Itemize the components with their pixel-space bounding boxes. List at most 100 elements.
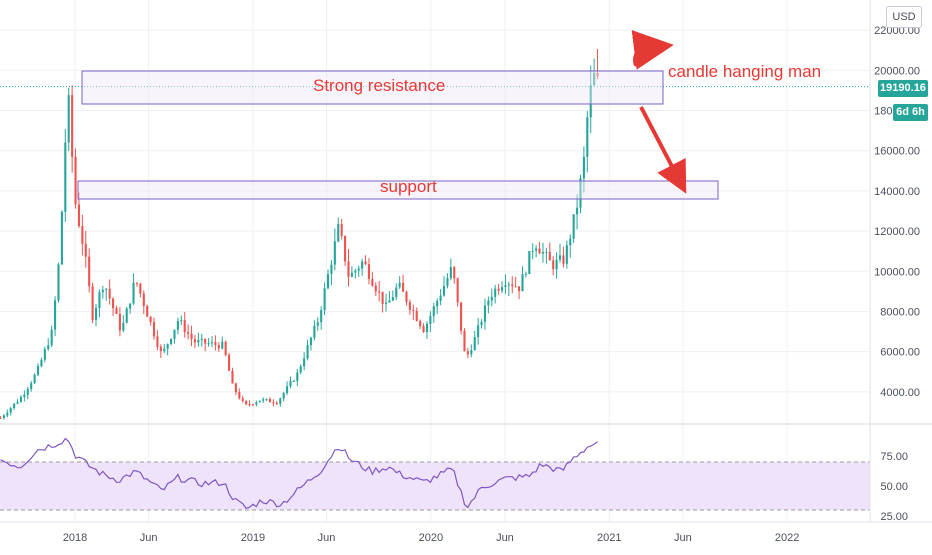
candle-body[interactable] [224, 341, 227, 355]
candle-body[interactable] [71, 95, 74, 157]
candle-body[interactable] [180, 320, 183, 322]
candle-body[interactable] [579, 178, 582, 208]
candle-body[interactable] [309, 337, 313, 346]
candle-body[interactable] [388, 300, 391, 303]
candle-body[interactable] [333, 241, 336, 265]
candle-body[interactable] [190, 333, 193, 340]
candle-body[interactable] [112, 298, 115, 309]
candle-body[interactable] [170, 338, 173, 345]
candle-body[interactable] [292, 380, 295, 382]
candle-body[interactable] [326, 274, 330, 289]
candle-body[interactable] [330, 264, 333, 275]
candle-body[interactable] [197, 340, 200, 343]
candle-body[interactable] [589, 85, 592, 118]
candle-body[interactable] [460, 302, 463, 331]
candle-body[interactable] [511, 284, 514, 287]
candle-body[interactable] [415, 310, 418, 321]
candle-body[interactable] [593, 72, 596, 86]
candle-body[interactable] [16, 401, 19, 404]
candle-body[interactable] [384, 302, 388, 305]
candle-body[interactable] [565, 245, 568, 264]
candle-body[interactable] [108, 288, 111, 299]
candle-body[interactable] [214, 342, 217, 346]
candle-body[interactable] [555, 259, 558, 270]
candle-body[interactable] [101, 289, 104, 293]
candle-body[interactable] [272, 402, 275, 404]
candle-body[interactable] [381, 291, 384, 305]
candle-body[interactable] [204, 338, 207, 344]
candle-body[interactable] [320, 310, 323, 323]
candle-body[interactable] [176, 321, 179, 330]
candle-body[interactable] [545, 251, 548, 253]
candle-body[interactable] [316, 322, 319, 326]
candle-body[interactable] [187, 332, 190, 334]
candle-body[interactable] [228, 354, 231, 371]
candle-body[interactable] [23, 394, 26, 398]
candle-body[interactable] [173, 329, 176, 339]
candle-body[interactable] [286, 386, 289, 394]
candle-body[interactable] [596, 72, 599, 77]
candle-body[interactable] [50, 329, 53, 346]
candle-body[interactable] [231, 370, 234, 384]
candle-body[interactable] [54, 300, 57, 330]
candle-body[interactable] [139, 283, 142, 294]
candle-body[interactable] [429, 315, 432, 324]
candle-body[interactable] [6, 412, 9, 416]
candle-body[interactable] [105, 288, 108, 290]
candle-body[interactable] [207, 343, 210, 345]
rsi-pane[interactable] [0, 423, 932, 511]
candle-body[interactable] [47, 345, 50, 350]
candle-body[interactable] [255, 402, 258, 405]
price-pane[interactable] [0, 49, 870, 420]
candle-body[interactable] [576, 207, 579, 215]
candle-body[interactable] [248, 404, 251, 406]
candle-body[interactable] [473, 337, 476, 351]
candle-body[interactable] [156, 336, 159, 347]
candle-body[interactable] [357, 268, 360, 271]
candle-body[interactable] [43, 349, 46, 360]
candle-body[interactable] [303, 358, 306, 367]
candle-body[interactable] [146, 306, 149, 317]
candle-body[interactable] [538, 248, 541, 254]
candle-body[interactable] [408, 302, 411, 310]
candle-body[interactable] [193, 339, 197, 343]
candle-body[interactable] [422, 326, 425, 333]
candle-body[interactable] [275, 403, 278, 405]
candle-body[interactable] [142, 293, 145, 307]
candle-body[interactable] [374, 285, 377, 292]
candle-body[interactable] [391, 297, 394, 301]
candle-body[interactable] [487, 300, 490, 306]
candle-body[interactable] [94, 307, 98, 320]
candle-body[interactable] [166, 344, 169, 349]
candle-body[interactable] [586, 117, 589, 157]
candle-body[interactable] [347, 261, 350, 277]
candle-body[interactable] [221, 341, 224, 349]
candle-body[interactable] [350, 272, 353, 277]
candle-body[interactable] [500, 287, 504, 291]
candle-body[interactable] [446, 278, 449, 286]
candle-body[interactable] [361, 261, 364, 269]
candle-body[interactable] [490, 296, 493, 301]
candle-body[interactable] [364, 261, 367, 265]
candle-body[interactable] [552, 260, 555, 270]
candle-body[interactable] [432, 306, 435, 316]
candle-body[interactable] [163, 348, 166, 352]
candle-body[interactable] [453, 267, 456, 279]
candle-body[interactable] [77, 204, 81, 227]
candle-body[interactable] [541, 252, 545, 254]
candle-body[interactable] [0, 417, 2, 419]
candle-body[interactable] [84, 243, 87, 257]
candle-body[interactable] [340, 223, 343, 237]
candle-body[interactable] [572, 214, 575, 239]
candle-body[interactable] [234, 383, 237, 392]
candle-body[interactable] [200, 338, 203, 341]
candle-body[interactable] [159, 346, 162, 352]
candle-body[interactable] [504, 285, 507, 288]
candle-body[interactable] [30, 383, 33, 389]
candle-body[interactable] [64, 142, 67, 212]
candle-body[interactable] [74, 156, 77, 205]
candle-body[interactable] [183, 320, 186, 333]
candle-body[interactable] [262, 399, 265, 401]
